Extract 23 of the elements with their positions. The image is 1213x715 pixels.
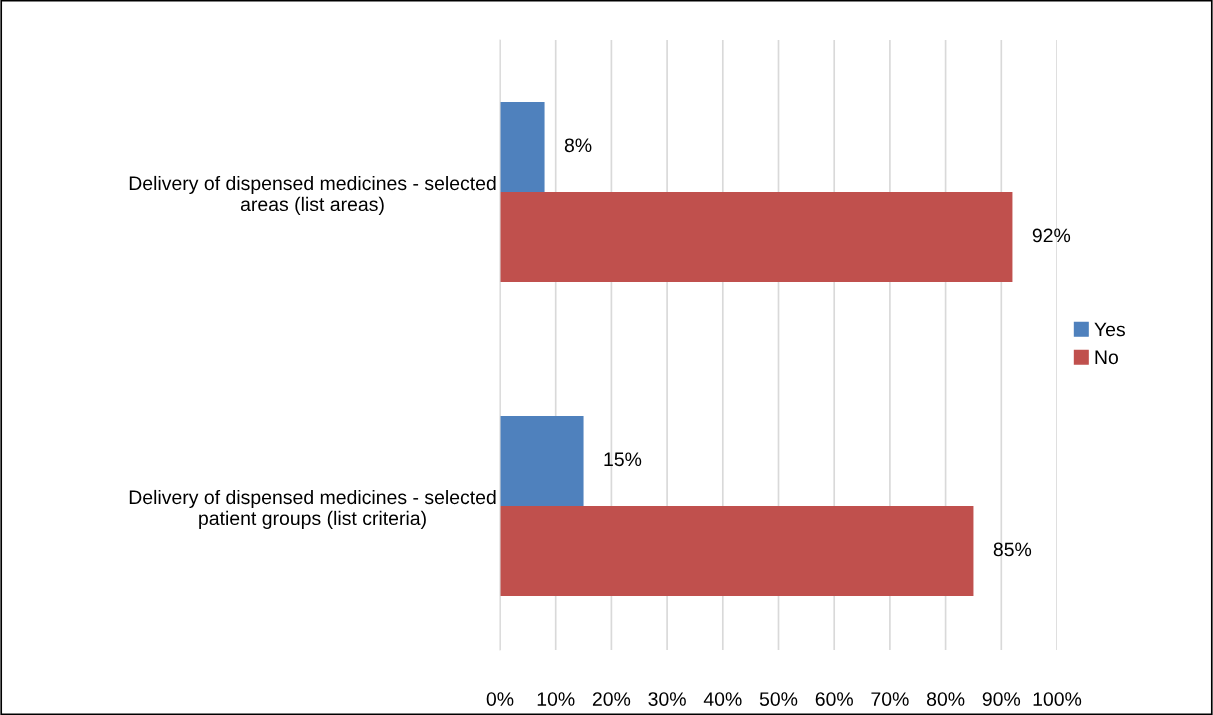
y-tick-label: Delivery of dispensed medicines - selected patient groups (list criteria) [129,489,496,529]
x-tick-label: 40% [703,692,742,706]
x-tick-label: 30% [648,692,686,706]
x-tick-label: 60% [815,692,853,706]
x-tick-label: 90% [982,692,1021,706]
bar [500,415,584,506]
x-tick-label: 50% [759,692,798,706]
x-tick-label: 70% [871,692,909,706]
legend-label: Yes [1094,322,1125,337]
bar [500,506,974,597]
bar [500,192,1013,283]
data-label: 8% [564,138,592,153]
x-tick-label: 20% [592,692,631,706]
x-tick-label: 0% [486,692,514,706]
y-tick-label: Delivery of dispensed medicines - selected areas (list areas) [129,175,496,215]
data-label: 85% [993,542,1032,557]
bar [500,101,545,192]
data-label: 15% [604,452,642,467]
x-tick-label: 100% [1033,692,1082,706]
data-label: 92% [1032,228,1071,243]
x-tick-label: 10% [537,692,575,706]
legend-label: No [1095,350,1118,365]
x-tick-label: 80% [926,692,965,706]
